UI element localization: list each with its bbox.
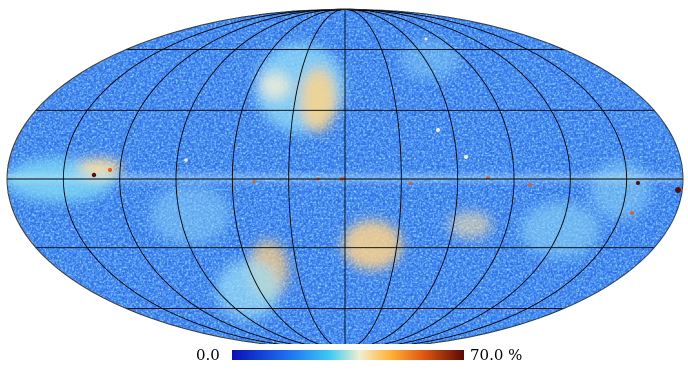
meridian-line bbox=[344, 8, 402, 344]
map-boundary bbox=[6, 8, 684, 344]
sky-intensity-layer bbox=[7, 9, 683, 344]
colorbar: 0.0 70.0 % bbox=[0, 344, 688, 368]
meridian-line bbox=[119, 8, 346, 344]
meridian-line bbox=[175, 8, 346, 344]
meridian-line bbox=[288, 8, 346, 344]
meridian-line bbox=[344, 8, 459, 344]
meridian-line bbox=[344, 8, 515, 344]
mollweide-sky-map bbox=[6, 8, 684, 344]
meridian-line bbox=[62, 8, 346, 344]
meridian-line bbox=[344, 8, 571, 344]
colorbar-gradient bbox=[232, 350, 464, 360]
galactic-plane-band bbox=[7, 174, 683, 182]
colorbar-max-label: 70.0 % bbox=[470, 346, 523, 364]
meridian-line bbox=[344, 8, 628, 344]
colorbar-min-label: 0.0 bbox=[196, 346, 220, 364]
meridian-line bbox=[231, 8, 346, 344]
